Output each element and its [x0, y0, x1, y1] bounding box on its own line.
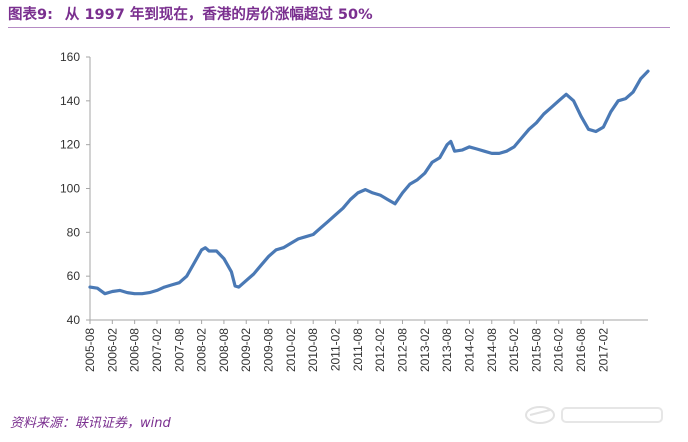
x-tick-label: 2012-02 — [373, 328, 387, 372]
y-tick-label: 120 — [60, 138, 80, 152]
y-tick-label: 60 — [67, 269, 81, 283]
y-tick-label: 100 — [60, 182, 80, 196]
x-tick-label: 2008-02 — [195, 328, 209, 372]
x-tick-label: 2015-02 — [507, 328, 521, 372]
x-tick-label: 2006-08 — [128, 328, 142, 372]
y-axis-ticks: 40 60 80 100 120 140 160 — [60, 50, 90, 327]
x-tick-label: 2014-02 — [462, 328, 476, 372]
series-lines — [88, 69, 650, 296]
x-tick-label: 2014-08 — [485, 328, 499, 372]
x-tick-label: 2015-08 — [529, 328, 543, 372]
x-tick-label: 2007-02 — [150, 328, 164, 372]
watermark-logo — [525, 406, 663, 424]
series-line-0 — [88, 69, 650, 296]
x-tick-label: 2010-08 — [306, 328, 320, 372]
chart-title: 图表9: 从 1997 年到现在，香港的房价涨幅超过 50% — [8, 3, 373, 24]
x-tick-label: 2016-02 — [552, 328, 566, 372]
y-tick-label: 40 — [67, 313, 81, 327]
x-tick-label: 2013-08 — [440, 328, 454, 372]
x-tick-label: 2012-08 — [395, 328, 409, 372]
x-tick-label: 2009-02 — [239, 328, 253, 372]
figure-caption: 从 1997 年到现在，香港的房价涨幅超过 50% — [64, 7, 373, 23]
x-tick-label: 2017-02 — [596, 328, 610, 372]
x-tick-label: 2010-02 — [284, 328, 298, 372]
x-tick-label: 2011-02 — [329, 328, 343, 371]
x-tick-label: 2013-02 — [418, 328, 432, 372]
source-note: 资料来源：联讯证券，wind — [10, 416, 171, 431]
x-tick-label: 2006-02 — [105, 328, 119, 372]
x-tick-label: 2005-08 — [83, 328, 97, 372]
x-tick-label: 2011-08 — [351, 328, 365, 371]
title-divider — [8, 27, 670, 28]
x-axis-ticks: 2005-08 2006-02 2006-08 2007-02 2007-08 2008-… — [83, 320, 610, 372]
x-tick-label: 2016-08 — [574, 328, 588, 372]
x-tick-label: 2009-08 — [262, 328, 276, 372]
x-tick-label: 2007-08 — [172, 328, 186, 372]
y-tick-label: 80 — [67, 225, 81, 239]
y-tick-label: 160 — [60, 50, 80, 64]
x-tick-label: 2008-08 — [217, 328, 231, 372]
figure-label: 图表9: — [8, 7, 53, 23]
y-tick-label: 140 — [60, 94, 80, 108]
